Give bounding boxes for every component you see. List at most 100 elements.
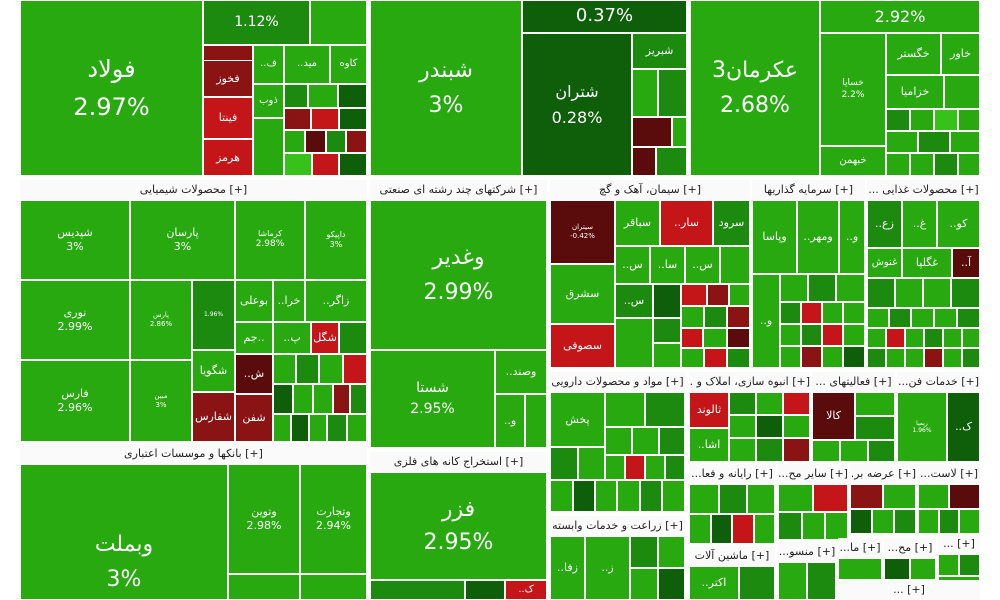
stock-tile[interactable]: [339, 153, 367, 176]
stock-tile[interactable]: [632, 117, 672, 147]
stock-tile[interactable]: [747, 484, 775, 514]
sector-header[interactable]: [+] مح...: [884, 538, 936, 559]
stock-tile[interactable]: پارسان 3%: [130, 200, 235, 280]
stock-tile[interactable]: پخش: [550, 392, 605, 447]
stock-tile[interactable]: ..ز: [585, 536, 630, 600]
stock-tile[interactable]: [802, 512, 825, 540]
stock-tile[interactable]: [605, 455, 625, 480]
stock-tile[interactable]: [308, 84, 338, 108]
stock-tile[interactable]: [843, 324, 865, 346]
sector-header[interactable]: [+] لاست...: [918, 464, 980, 485]
stock-tile[interactable]: [327, 414, 347, 442]
stock-tile[interactable]: [962, 328, 980, 348]
stock-tile[interactable]: [658, 536, 685, 568]
stock-tile[interactable]: [813, 484, 848, 512]
stock-tile[interactable]: [807, 562, 836, 600]
stock-tile[interactable]: [843, 346, 865, 368]
stock-tile[interactable]: ..ک: [947, 392, 980, 462]
stock-tile[interactable]: ..ومهر: [797, 200, 839, 274]
stock-tile[interactable]: [756, 415, 783, 438]
stock-tile[interactable]: [924, 348, 943, 368]
stock-tile[interactable]: [938, 554, 959, 576]
stock-tile[interactable]: [754, 514, 775, 544]
stock-tile[interactable]: وپاسا: [752, 200, 797, 274]
stock-tile[interactable]: [284, 108, 311, 130]
stock-tile[interactable]: [662, 480, 685, 512]
stock-tile[interactable]: ..ک: [505, 580, 547, 600]
stock-tile[interactable]: [347, 414, 367, 442]
stock-tile[interactable]: بوعلی: [235, 280, 273, 322]
stock-tile[interactable]: [958, 153, 980, 176]
stock-tile[interactable]: [934, 308, 957, 328]
stock-tile[interactable]: [309, 414, 327, 442]
stock-tile[interactable]: [653, 318, 681, 343]
stock-tile[interactable]: [836, 274, 865, 302]
sector-header[interactable]: [+] شرکتهای چند رشته ای صنعتی: [370, 180, 547, 201]
stock-tile[interactable]: عکرمان3 2.68%: [690, 0, 820, 176]
stock-tile[interactable]: [630, 536, 658, 568]
stock-tile[interactable]: [313, 384, 333, 414]
stock-tile[interactable]: سرود: [713, 200, 750, 246]
stock-tile[interactable]: 1.12%: [203, 0, 310, 45]
stock-tile[interactable]: ..ش: [235, 354, 273, 394]
stock-tile[interactable]: ..زفا: [550, 536, 585, 600]
stock-tile[interactable]: [918, 484, 949, 509]
stock-tile[interactable]: [910, 153, 934, 176]
stock-tile[interactable]: جم..: [235, 322, 273, 354]
stock-tile[interactable]: [645, 392, 685, 427]
stock-tile[interactable]: [801, 302, 822, 324]
stock-tile[interactable]: وبملت 3%: [20, 464, 228, 600]
stock-tile[interactable]: ..و: [839, 200, 865, 274]
sector-header[interactable]: [+] رایانه و فعا...: [689, 464, 775, 485]
stock-tile[interactable]: [808, 274, 836, 302]
stock-tile[interactable]: [943, 348, 962, 368]
stock-tile[interactable]: [886, 328, 905, 348]
stock-tile[interactable]: [822, 302, 843, 324]
stock-tile[interactable]: [867, 328, 886, 348]
sector-header[interactable]: [+] ...: [938, 534, 980, 555]
stock-tile[interactable]: [924, 328, 943, 348]
stock-tile[interactable]: خساپا 2.2%: [820, 33, 886, 146]
stock-tile[interactable]: [780, 346, 801, 368]
stock-tile[interactable]: داپیکو 3%: [305, 200, 367, 280]
stock-tile[interactable]: [681, 348, 704, 368]
sector-header[interactable]: [+] محصولات غذایی ...: [867, 180, 980, 201]
stock-tile[interactable]: [918, 131, 950, 153]
stock-tile[interactable]: 2.92%: [820, 0, 980, 33]
sector-header[interactable]: [+] منسو...: [778, 542, 836, 563]
stock-tile[interactable]: غنوش: [867, 248, 902, 278]
stock-tile[interactable]: خزامیا: [886, 75, 944, 109]
stock-tile[interactable]: ..و: [752, 274, 780, 368]
stock-tile[interactable]: [958, 109, 980, 131]
stock-tile[interactable]: وتوین 2.98%: [228, 464, 300, 574]
stock-tile[interactable]: [578, 447, 605, 480]
stock-tile[interactable]: [343, 354, 367, 384]
stock-tile[interactable]: [732, 514, 754, 544]
stock-tile[interactable]: [867, 308, 889, 328]
stock-tile[interactable]: [300, 574, 367, 600]
stock-tile[interactable]: [273, 384, 293, 414]
stock-tile[interactable]: پارس 2.86%: [130, 280, 192, 360]
stock-tile[interactable]: [957, 308, 980, 328]
stock-tile[interactable]: [825, 512, 848, 540]
stock-tile[interactable]: [812, 440, 840, 462]
stock-tile[interactable]: [720, 246, 750, 284]
stock-tile[interactable]: [284, 84, 308, 108]
stock-tile[interactable]: ..آ: [952, 248, 980, 278]
stock-tile[interactable]: ..کو: [937, 200, 980, 248]
sector-header[interactable]: [+] خدمات فن...: [897, 372, 980, 393]
sector-header[interactable]: [+] استخراج کانه های فلزی: [370, 452, 547, 473]
stock-tile[interactable]: [910, 109, 934, 131]
stock-tile[interactable]: [645, 455, 665, 480]
stock-tile[interactable]: ..زع: [867, 200, 902, 248]
stock-tile[interactable]: شگل: [311, 322, 339, 354]
stock-tile[interactable]: [905, 328, 924, 348]
stock-tile[interactable]: شتران 0.28%: [522, 33, 632, 176]
stock-tile[interactable]: [867, 278, 895, 308]
stock-tile[interactable]: [550, 447, 578, 480]
stock-tile[interactable]: کاوه: [330, 45, 367, 84]
stock-tile[interactable]: شبریز: [632, 33, 687, 69]
stock-tile[interactable]: ..و: [495, 394, 525, 448]
stock-tile[interactable]: [704, 306, 727, 328]
stock-tile[interactable]: [525, 394, 547, 448]
